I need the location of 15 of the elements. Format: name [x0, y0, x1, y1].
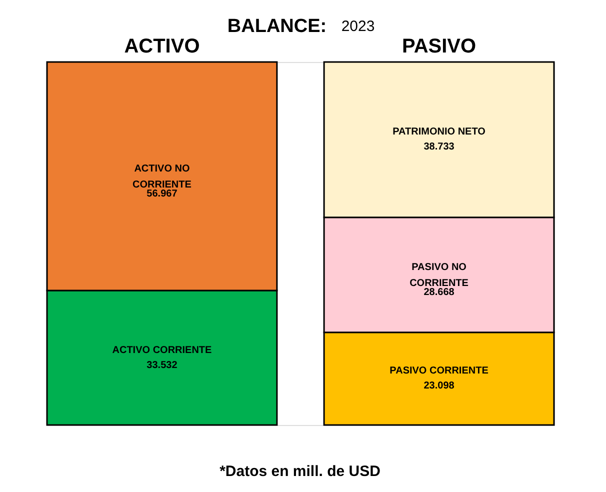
- series-label: ACTIVO CORRIENTE: [112, 344, 212, 356]
- data-label: 56.967: [146, 188, 178, 200]
- x-tick-label: ACTIVO: [124, 36, 200, 58]
- data-label: 33.532: [146, 360, 178, 371]
- series-label: PATRIMONIO NETO: [392, 126, 486, 138]
- chart-title: BALANCE:: [227, 16, 327, 37]
- data-label: 38.733: [424, 142, 455, 153]
- data-label: 28.668: [424, 286, 455, 298]
- text: *Datos en mill. de USD: [220, 463, 381, 480]
- data-label: 23.098: [424, 380, 455, 392]
- series-label: PASIVO CORRIENTE: [390, 366, 489, 377]
- x-tick-label: PASIVO: [402, 36, 476, 58]
- series-label: PASIVO NO CORRIENTE: [410, 262, 469, 289]
- series-label: ACTIVO NO CORRIENTE: [132, 163, 192, 190]
- chart-subtitle: 2023: [341, 18, 375, 35]
